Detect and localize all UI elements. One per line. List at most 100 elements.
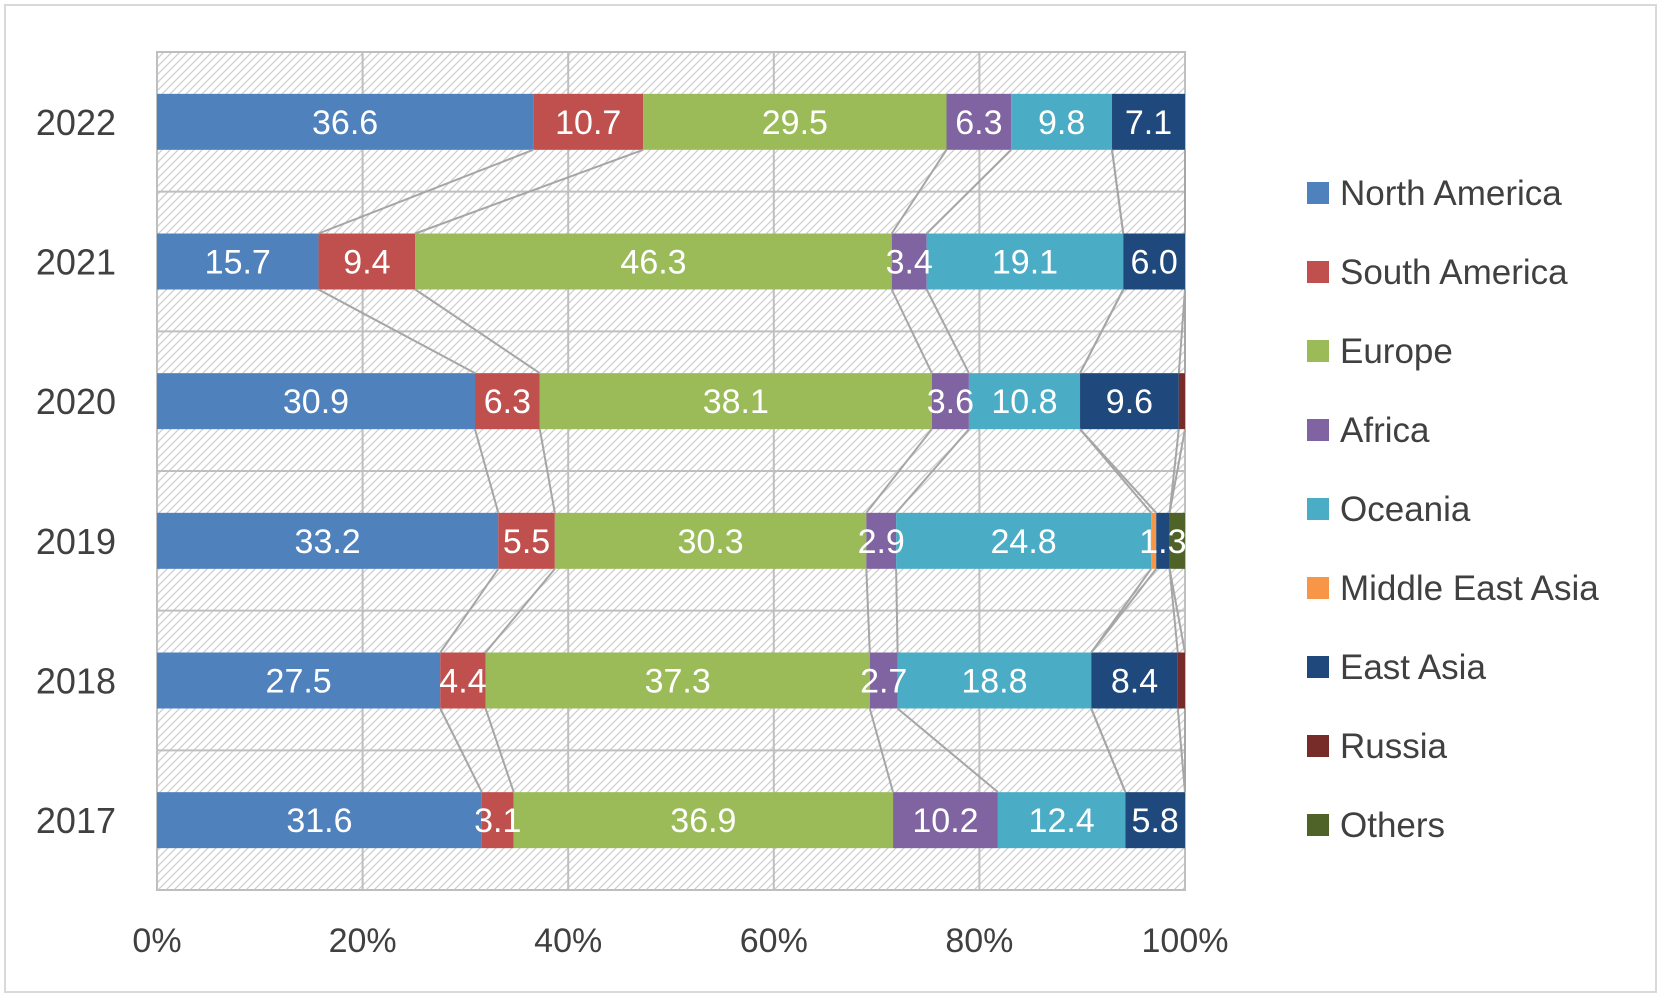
series-line: [414, 148, 644, 235]
data-label: 18.8: [961, 663, 1027, 701]
legend-label: Others: [1340, 806, 1445, 845]
bar-segment: [1178, 373, 1185, 430]
data-label: 12.4: [1029, 802, 1095, 840]
x-tick-label: 20%: [329, 922, 397, 960]
bar-segment: [891, 233, 927, 290]
bar-segment: [1112, 93, 1185, 150]
bar-segment: [157, 652, 441, 709]
bar-segment: [1123, 233, 1185, 290]
series-line: [1177, 289, 1186, 374]
data-label: 3.1: [474, 802, 521, 840]
data-label: 36.6: [312, 104, 378, 142]
y-tick-label: 2019: [36, 521, 116, 562]
series-line: [1168, 568, 1186, 653]
bar-segment: [1080, 373, 1179, 430]
data-label: 6.3: [955, 104, 1002, 142]
data-label: 10.2: [912, 802, 978, 840]
legend-swatch: [1307, 340, 1329, 362]
data-label: 10.8: [991, 383, 1057, 421]
bar-segments: [157, 93, 1185, 849]
legend-label: East Asia: [1340, 648, 1486, 687]
bar-segment: [440, 652, 486, 709]
bar-segment: [866, 512, 897, 569]
y-axis-labels: 2022 2021 2020 2019 2018 2017: [36, 102, 116, 841]
x-tick-label: 80%: [945, 922, 1013, 960]
series-line: [1111, 149, 1125, 234]
series-line: [1168, 429, 1180, 513]
bar-segment: [869, 652, 898, 709]
data-label: 4.4: [439, 663, 486, 701]
series-line: [896, 707, 999, 793]
legend-label: Middle East Asia: [1340, 569, 1599, 608]
series-line: [439, 708, 483, 793]
legend-swatch: [1307, 419, 1329, 441]
bar-segment: [1091, 652, 1178, 709]
bar-segment: [643, 93, 947, 150]
x-tick-label: 60%: [740, 922, 808, 960]
series-line: [890, 289, 933, 374]
data-label: 30.9: [283, 383, 349, 421]
series-line: [439, 568, 500, 654]
bar-segment: [896, 512, 1152, 569]
series-line: [1079, 289, 1125, 374]
series-line: [895, 428, 970, 514]
data-label: 46.3: [620, 244, 686, 282]
bar-segment: [1151, 512, 1157, 569]
data-label: 9.4: [343, 244, 390, 282]
data-label: 5.8: [1132, 802, 1179, 840]
data-label: 2.7: [860, 663, 907, 701]
bar-segment: [968, 373, 1081, 430]
data-label: 37.3: [645, 663, 711, 701]
legend-swatch: [1307, 261, 1329, 283]
bar-segment: [318, 233, 416, 290]
series-line: [484, 568, 556, 654]
bar-segment: [498, 512, 555, 569]
bar-segment: [157, 792, 482, 849]
data-label: 6.3: [484, 383, 531, 421]
legend-swatch: [1307, 814, 1329, 836]
legend-label: Africa: [1340, 411, 1430, 450]
data-label: 30.3: [677, 523, 743, 561]
x-tick-label: 0%: [132, 922, 181, 960]
legend-swatch: [1307, 577, 1329, 599]
y-tick-label: 2018: [36, 661, 116, 702]
bar-segment: [485, 652, 870, 709]
bar-segment: [481, 792, 514, 849]
bar-segment: [157, 93, 534, 150]
data-label: 9.8: [1038, 104, 1085, 142]
legend-swatch: [1307, 735, 1329, 757]
data-label: 10.7: [555, 104, 621, 142]
data-label: 1.3: [1139, 523, 1186, 561]
legend-label: South America: [1340, 253, 1568, 292]
data-label: 27.5: [266, 663, 332, 701]
bar-segment: [1177, 652, 1185, 709]
series-line: [1176, 708, 1186, 793]
data-label: 3.6: [927, 383, 974, 421]
legend-label: Oceania: [1340, 490, 1471, 529]
bar-segment: [946, 93, 1012, 150]
bar-segment: [1011, 93, 1113, 150]
bar-segment: [474, 373, 540, 430]
data-label: 36.9: [670, 802, 736, 840]
series-line: [1090, 568, 1158, 654]
bar-segment: [1125, 792, 1185, 849]
data-label: 7.1: [1125, 104, 1172, 142]
series-line: [926, 149, 1012, 235]
data-label: 8.4: [1111, 663, 1158, 701]
data-label: 9.6: [1106, 383, 1153, 421]
bar-segment: [1156, 512, 1170, 569]
bar-segment: [897, 652, 1092, 709]
series-line: [1079, 428, 1157, 514]
bar-segment: [157, 233, 319, 290]
data-label: 5.5: [503, 523, 550, 561]
data-labels: 36.6 10.7 29.5 6.3 9.8 7.1 15.7 9.4 46.3 3.4 19.1 6…: [205, 104, 1187, 840]
data-label: 6.0: [1130, 244, 1177, 282]
y-tick-label: 2021: [36, 242, 116, 283]
bar-segment: [157, 373, 475, 430]
bar-segment: [1169, 512, 1185, 569]
legend-label: North America: [1340, 174, 1562, 213]
bar-segment: [539, 373, 932, 430]
legend-swatch: [1307, 182, 1329, 204]
legend-swatch: [1307, 498, 1329, 520]
x-tick-label: 100%: [1142, 922, 1229, 960]
